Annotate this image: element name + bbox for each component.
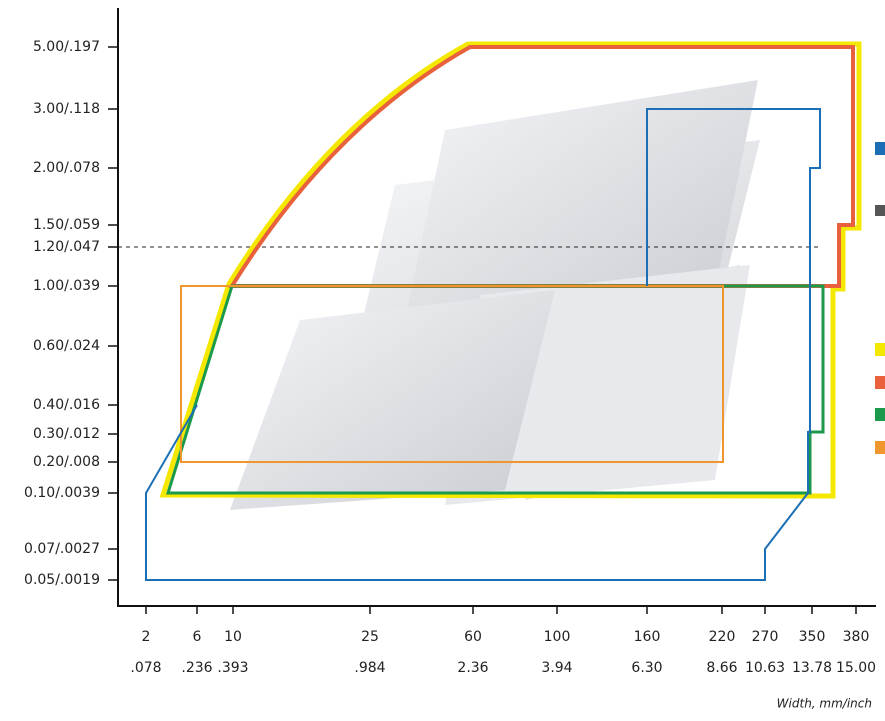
- y-tick-label: 0.07/.0027: [24, 541, 100, 557]
- x-tick-inch-label: 3.94: [541, 660, 572, 676]
- swatch: [875, 205, 885, 216]
- x-tick-label: 10: [224, 629, 242, 645]
- x-tick-inch-label: 2.36: [457, 660, 488, 676]
- x-tick-label: 160: [634, 629, 661, 645]
- x-tick-label: 6: [193, 629, 202, 645]
- x-tick-label: 350: [799, 629, 826, 645]
- background-sheets: [230, 80, 760, 510]
- y-tick-label: 1.20/.047: [33, 239, 100, 255]
- y-tick-label: 1.00/.039: [33, 278, 100, 294]
- x-axis-title: Width, mm/inch: [777, 697, 872, 711]
- swatch: [875, 142, 885, 155]
- x-tick-inch-label: 6.30: [631, 660, 662, 676]
- swatch: [875, 441, 885, 454]
- x-tick-inch-label: 8.66: [706, 660, 737, 676]
- x-tick-label: 380: [843, 629, 870, 645]
- x-tick-inch-label: 15.00: [836, 660, 876, 676]
- y-tick-label: 0.40/.016: [33, 397, 100, 413]
- y-tick-label: 0.60/.024: [33, 338, 100, 354]
- x-tick-inch-label: .078: [130, 660, 161, 676]
- x-tick-label: 100: [544, 629, 571, 645]
- y-tick-label: 0.05/.0019: [24, 572, 100, 588]
- x-tick-inch-label: .984: [354, 660, 385, 676]
- y-tick-label: 0.10/.0039: [24, 485, 100, 501]
- x-tick-label: 60: [464, 629, 482, 645]
- y-tick-label: 2.00/.078: [33, 160, 100, 176]
- x-tick-inch-label: 10.63: [745, 660, 785, 676]
- legend-swatches: [875, 142, 885, 454]
- x-tick-inch-label: .236: [181, 660, 212, 676]
- y-tick-label: 0.30/.012: [33, 426, 100, 442]
- x-tick-inch-label: .393: [217, 660, 248, 676]
- y-tick-label: 0.20/.008: [33, 454, 100, 470]
- x-tick-label: 25: [361, 629, 379, 645]
- y-tick-label: 3.00/.118: [33, 101, 100, 117]
- x-tick-label: 2: [142, 629, 151, 645]
- x-tick-inch-label: 13.78: [792, 660, 832, 676]
- y-tick-label: 1.50/.059: [33, 217, 100, 233]
- swatch: [875, 376, 885, 389]
- x-tick-label: 220: [709, 629, 736, 645]
- swatch: [875, 343, 885, 356]
- swatch: [875, 408, 885, 421]
- x-tick-label: 270: [752, 629, 779, 645]
- chart: Width, mm/inch 5.00/.197 3.00/.118 2.00/.0…: [0, 0, 885, 717]
- y-tick-label: 5.00/.197: [33, 39, 100, 55]
